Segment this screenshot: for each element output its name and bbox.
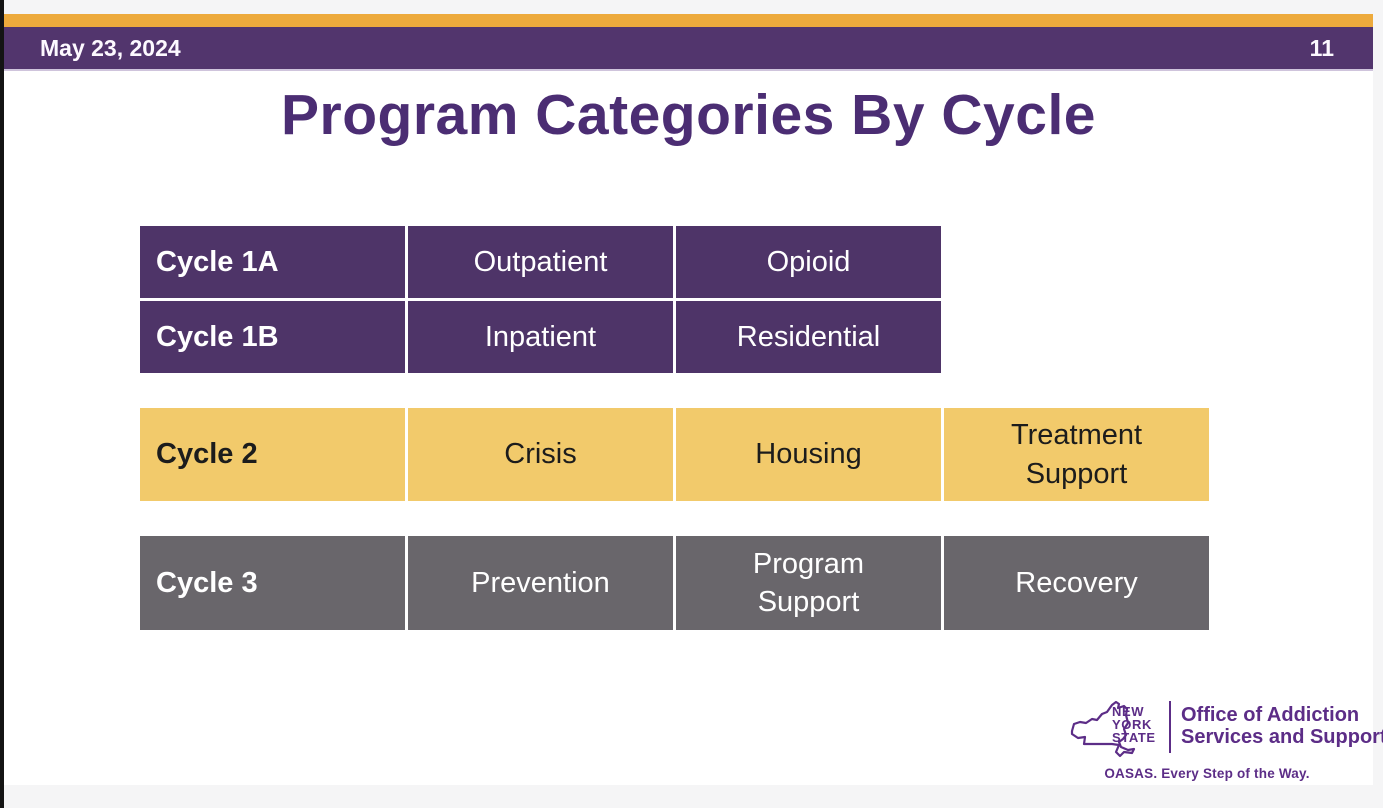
category-cell: Outpatient (408, 226, 673, 298)
gold-accent-stripe (4, 14, 1373, 27)
table-row-cycle-1b: Cycle 1B Inpatient Residential (140, 301, 941, 373)
category-cell: Opioid (676, 226, 941, 298)
letterbox-edge (0, 0, 4, 808)
agency-name: Office of Addiction Services and Support… (1181, 704, 1383, 748)
slide-header-bar: May 23, 2024 11 (4, 27, 1373, 71)
slide-page-number: 11 (1309, 34, 1334, 61)
ny-state-outline-icon (1070, 700, 1136, 758)
presentation-slide: May 23, 2024 11 Program Categories By Cy… (4, 14, 1383, 785)
logo-divider (1169, 701, 1171, 753)
cycle-label-cell: Cycle 1A (140, 226, 405, 298)
oasas-logo: NEW YORK STATE Office of Addiction Servi… (1065, 695, 1383, 781)
category-cell: Residential (676, 301, 941, 373)
slide-title: Program Categories By Cycle (281, 83, 1096, 147)
table-row-cycle-1a: Cycle 1A Outpatient Opioid (140, 226, 941, 298)
category-cell: Inpatient (408, 301, 673, 373)
oasas-logo-lockup: NEW YORK STATE Office of Addiction Servi… (1065, 695, 1383, 761)
cycle-label-cell: Cycle 1B (140, 301, 405, 373)
category-cell: Housing (676, 408, 941, 501)
table-row-cycle-3: Cycle 3 Prevention Program Support Recov… (140, 536, 1209, 630)
table-row-cycle-2: Cycle 2 Crisis Housing Treatment Support (140, 408, 1209, 501)
category-cell: Program Support (676, 536, 941, 630)
cycle-label-cell: Cycle 3 (140, 536, 405, 630)
slide-date: May 23, 2024 (40, 34, 181, 61)
category-cell: Recovery (944, 536, 1209, 630)
oasas-tagline: OASAS. Every Step of the Way. (1104, 766, 1310, 781)
cycle-label-cell: Cycle 2 (140, 408, 405, 501)
category-cell: Prevention (408, 536, 673, 630)
category-cell: Treatment Support (944, 408, 1209, 501)
category-cell: Crisis (408, 408, 673, 501)
ny-state-wordmark: NEW YORK STATE (1112, 704, 1156, 745)
